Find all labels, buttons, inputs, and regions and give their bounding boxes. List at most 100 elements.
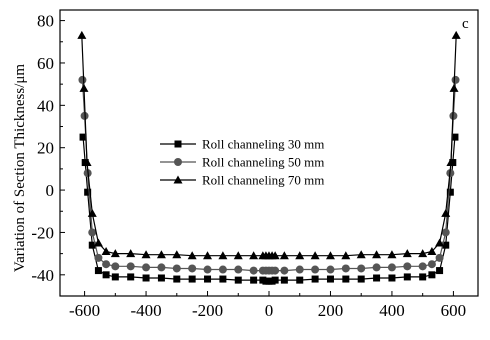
data-point [203, 251, 213, 260]
data-point [101, 247, 111, 256]
data-point [142, 263, 151, 272]
y-tick-label: 40 [37, 96, 54, 115]
data-point [87, 208, 97, 217]
data-point [219, 275, 227, 283]
legend-marker [174, 140, 182, 148]
data-point [295, 265, 304, 274]
data-point [156, 250, 166, 259]
panel-label: c [462, 16, 469, 32]
data-point [435, 238, 445, 247]
data-point [271, 266, 280, 275]
legend: Roll channeling 30 mm Roll channeling 50 … [160, 137, 324, 188]
data-point [172, 250, 182, 259]
data-point [441, 208, 451, 217]
x-tick-label: -600 [69, 301, 100, 320]
data-point [218, 265, 227, 274]
data-point [110, 249, 120, 258]
data-point [373, 274, 381, 282]
data-point [250, 276, 258, 284]
data-point [126, 262, 135, 271]
data-point [249, 266, 258, 275]
data-point [428, 271, 436, 279]
data-point [419, 273, 427, 281]
data-point [310, 251, 320, 260]
data-point [280, 276, 288, 284]
y-tick-label: -20 [31, 223, 54, 242]
data-point [142, 274, 150, 282]
data-point [295, 251, 305, 260]
legend-entry: Roll channeling 70 mm [202, 173, 324, 188]
data-point [280, 266, 289, 275]
legend-entry: Roll channeling 30 mm [202, 137, 324, 152]
data-point [296, 276, 304, 284]
data-point [451, 133, 459, 141]
data-point [204, 275, 212, 283]
data-point [271, 276, 279, 284]
data-point [357, 275, 365, 283]
data-point [451, 75, 460, 84]
data-point [102, 260, 111, 269]
data-point [403, 273, 411, 281]
data-point [79, 133, 87, 141]
data-point [325, 251, 335, 260]
data-point [427, 260, 436, 269]
data-point [79, 83, 89, 92]
data-point [93, 238, 103, 247]
data-point [94, 267, 102, 275]
data-point [279, 251, 289, 260]
data-point [441, 228, 450, 237]
data-point [446, 188, 454, 196]
data-point [449, 83, 459, 92]
data-point [451, 30, 461, 39]
data-point [88, 228, 97, 237]
data-point [326, 265, 335, 274]
data-point [82, 158, 92, 167]
y-tick-label: 80 [37, 12, 54, 31]
y-axis-label: Variation of Section Thickness/μm [12, 64, 28, 272]
x-tick-label: 200 [318, 301, 344, 320]
data-point [78, 75, 87, 84]
y-tick-label: 20 [37, 139, 54, 158]
data-point [402, 249, 412, 258]
data-point [188, 275, 196, 283]
data-point [342, 275, 350, 283]
data-point [126, 249, 136, 258]
plot-layer [77, 30, 461, 285]
data-point [218, 251, 228, 260]
x-tick-label: 400 [379, 301, 405, 320]
legend-marker [174, 158, 182, 166]
data-point [311, 265, 320, 274]
data-point [157, 274, 165, 282]
data-point [111, 262, 120, 271]
x-tick-label: -200 [192, 301, 223, 320]
data-point [387, 263, 396, 272]
data-point [157, 263, 166, 272]
data-point [435, 253, 444, 262]
data-point [127, 273, 135, 281]
data-point [173, 275, 181, 283]
data-point [141, 250, 151, 259]
data-point [234, 265, 243, 274]
data-point [372, 263, 381, 272]
data-point [341, 264, 350, 273]
data-point [172, 264, 181, 273]
data-point [418, 249, 428, 258]
data-point [326, 275, 334, 283]
data-point [388, 274, 396, 282]
y-tick-label: -40 [31, 266, 54, 285]
data-point [311, 275, 319, 283]
data-point [418, 262, 427, 271]
data-point [446, 158, 456, 167]
data-point [427, 247, 437, 256]
data-point [77, 30, 87, 39]
data-point [111, 273, 119, 281]
data-point [356, 250, 366, 259]
data-point [270, 251, 280, 260]
data-point [187, 251, 197, 260]
legend-marker [173, 175, 183, 184]
x-tick-label: 0 [265, 301, 274, 320]
data-point [249, 251, 259, 260]
data-point [403, 262, 412, 271]
